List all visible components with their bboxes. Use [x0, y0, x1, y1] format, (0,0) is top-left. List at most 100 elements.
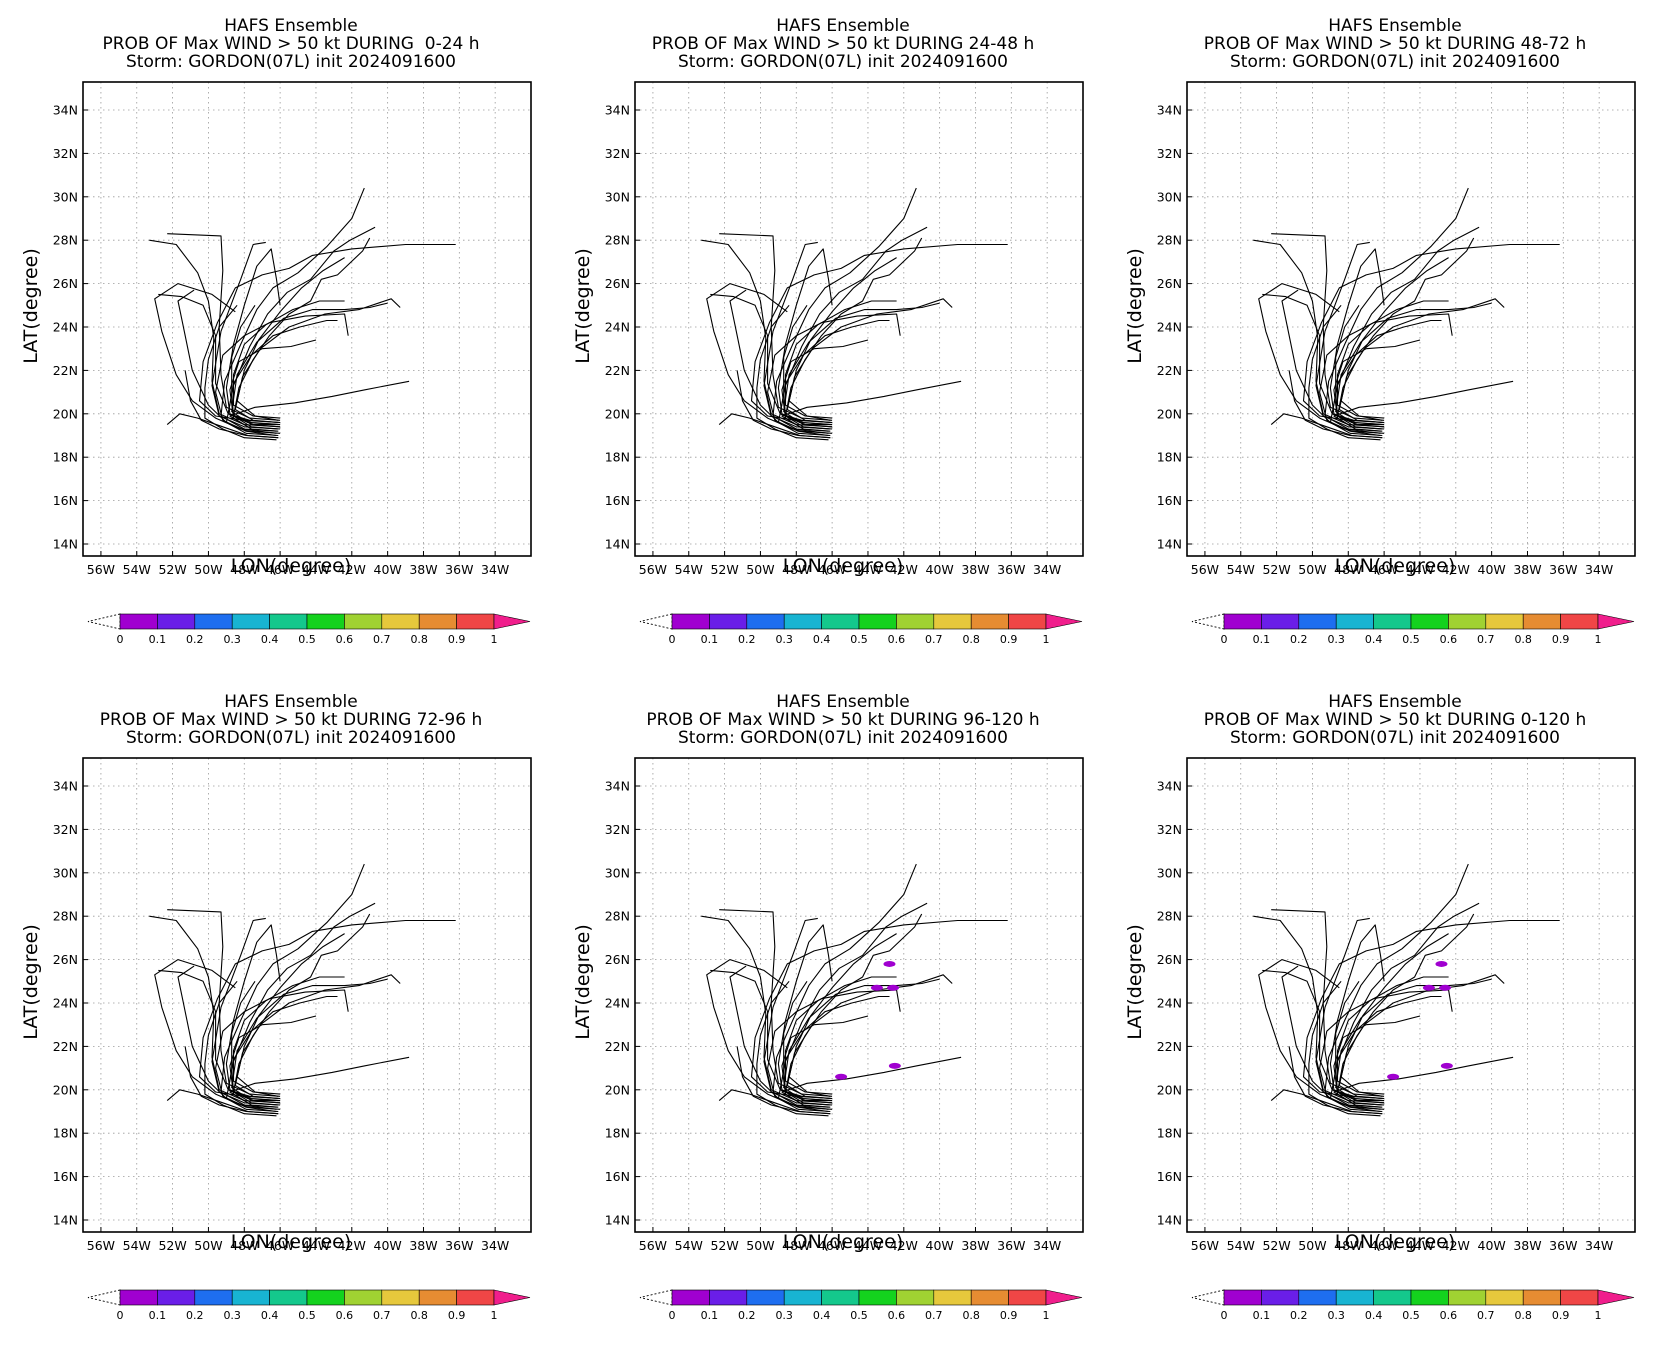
- colorbar-label: 0.3: [223, 633, 241, 646]
- x-tick-label: 34W: [1585, 1238, 1613, 1253]
- x-tick-label: 56W: [1191, 562, 1219, 577]
- track-line: [1340, 933, 1449, 1097]
- colorbar-swatch: [157, 1289, 196, 1306]
- plot-area: 56W 54W 52W 50W 48W 46W 44W 42W 40W 38W 36W 34W 14N 1…: [605, 81, 1084, 577]
- chart-storm-label: Storm: GORDON(07L) init 2024091600: [126, 52, 456, 72]
- colorbar-label: 0.1: [149, 1309, 167, 1322]
- colorbar-label: 0.8: [410, 1309, 428, 1322]
- x-tick-label: 48W: [1334, 562, 1362, 577]
- colorbar-swatch: [1261, 1289, 1300, 1306]
- colorbar-swatch: [1335, 1289, 1374, 1306]
- track-line: [232, 237, 371, 430]
- colorbar-label: 0.9: [1000, 1309, 1018, 1322]
- y-tick-label: 22N: [605, 1039, 630, 1054]
- colorbar-swatch: [858, 613, 897, 630]
- colorbar-swatch: [344, 613, 383, 630]
- colorbar-over-arrow: [1045, 613, 1083, 630]
- grid: [83, 758, 531, 1232]
- chart-storm-label: Storm: GORDON(07L) init 2024091600: [1230, 728, 1560, 748]
- y-tick-label: 28N: [1157, 909, 1182, 924]
- colorbar-label: 0.4: [813, 1309, 831, 1322]
- colorbar-swatch: [1522, 1289, 1561, 1306]
- x-tick-label: 50W: [1298, 562, 1326, 577]
- plot-frame: [1186, 757, 1636, 1233]
- y-tick-label: 32N: [1157, 146, 1182, 161]
- colorbar-label: 0.6: [888, 633, 906, 646]
- x-tick-label: 48W: [782, 1238, 810, 1253]
- prob-area: [883, 960, 896, 967]
- chart-svg: HAFS Ensemble PROB OF Max WIND > 50 kt D…: [572, 692, 1084, 1322]
- track-line: [232, 913, 371, 1106]
- x-tick-label: 38W: [409, 562, 437, 577]
- colorbar-swatch: [1008, 1289, 1047, 1306]
- y-tick-label: 14N: [605, 1213, 630, 1228]
- track-line: [158, 293, 279, 424]
- colorbar-swatch: [1223, 1289, 1262, 1306]
- chart-title: HAFS Ensemble: [1328, 692, 1461, 712]
- x-tick-label: 36W: [997, 562, 1025, 577]
- colorbar-swatch: [671, 1289, 710, 1306]
- colorbar-swatch: [970, 1289, 1009, 1306]
- y-tick-label: 20N: [53, 406, 78, 421]
- chart-storm-label: Storm: GORDON(07L) init 2024091600: [678, 728, 1008, 748]
- colorbar-swatch: [1410, 613, 1449, 630]
- colorbar: 0 0.1 0.2 0.3 0.4 0.5 0.6 0.7 0.8 0.9 1: [639, 1289, 1083, 1322]
- y-tick-label: 28N: [1157, 233, 1182, 248]
- track-line: [788, 933, 897, 1097]
- track-line: [1281, 965, 1385, 1110]
- x-tick-label: 34W: [1033, 562, 1061, 577]
- colorbar-swatch: [269, 613, 308, 630]
- x-tick-label: 48W: [230, 1238, 258, 1253]
- track-line: [184, 370, 279, 439]
- track-line: [1336, 976, 1449, 1095]
- y-axis-label: LAT(degree): [1124, 924, 1146, 1040]
- colorbar-label: 0.2: [186, 633, 204, 646]
- colorbar-swatch: [119, 1289, 158, 1306]
- y-tick-label: 28N: [53, 233, 78, 248]
- colorbar-label: 0.6: [336, 633, 354, 646]
- colorbar-label: 1: [491, 633, 498, 646]
- chart-title: HAFS Ensemble: [776, 692, 909, 712]
- y-tick-label: 32N: [1157, 822, 1182, 837]
- y-tick-label: 26N: [1157, 952, 1182, 967]
- track-line: [234, 298, 401, 424]
- y-tick-label: 34N: [53, 779, 78, 794]
- x-tick-label: 56W: [87, 562, 115, 577]
- track-line: [786, 974, 953, 1100]
- colorbar-swatch: [1560, 1289, 1599, 1306]
- track-line: [229, 1056, 410, 1106]
- colorbar-label: 0.1: [1253, 1309, 1271, 1322]
- colorbar-label: 0.8: [962, 1309, 980, 1322]
- track-line: [784, 300, 897, 419]
- colorbar-label: 0.5: [850, 1309, 868, 1322]
- prob-area: [835, 1073, 848, 1080]
- x-tick-label: 52W: [710, 562, 738, 577]
- colorbar-label: 0.8: [962, 633, 980, 646]
- colorbar-under-arrow: [1191, 1289, 1225, 1306]
- track-line: [236, 933, 345, 1097]
- y-tick-label: 34N: [605, 103, 630, 118]
- colorbar-swatch: [157, 613, 196, 630]
- colorbar-swatch: [821, 613, 860, 630]
- colorbar-label: 0.4: [261, 1309, 279, 1322]
- colorbar-label: 0.1: [701, 1309, 719, 1322]
- track-line: [1336, 913, 1475, 1106]
- x-tick-label: 34W: [481, 1238, 509, 1253]
- colorbar-swatch: [970, 613, 1009, 630]
- colorbar-swatch: [306, 613, 345, 630]
- y-tick-label: 30N: [1157, 189, 1182, 204]
- track-line: [777, 226, 928, 437]
- y-tick-label: 26N: [605, 952, 630, 967]
- colorbar-label: 0.5: [1402, 1309, 1420, 1322]
- track-line: [781, 339, 869, 432]
- colorbar-label: 0.3: [1327, 633, 1345, 646]
- track-line: [1335, 304, 1385, 426]
- ensemble-tracks: [701, 187, 1008, 441]
- track-line: [220, 863, 365, 1108]
- track-line: [225, 902, 376, 1113]
- colorbar-swatch: [194, 1289, 233, 1306]
- plot-frame: [634, 81, 1084, 557]
- colorbar-swatch: [1335, 613, 1374, 630]
- track-line: [149, 915, 281, 1104]
- y-tick-label: 22N: [53, 363, 78, 378]
